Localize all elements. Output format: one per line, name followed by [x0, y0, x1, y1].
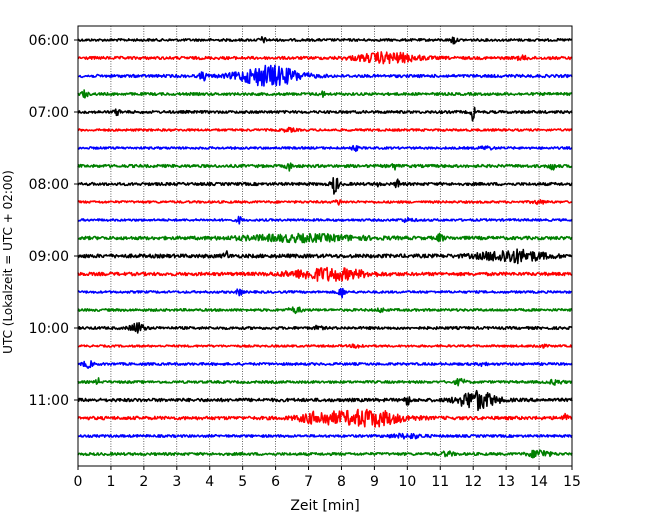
x-axis-ticks: 0 1 2 3 4 5 6 7 8 9 10 11 12 13 14 15 — [74, 466, 581, 490]
y-tick-label: 11:00 — [29, 393, 69, 409]
seismic-trace — [77, 199, 573, 206]
seismic-trace — [77, 389, 573, 412]
seismic-trace — [77, 408, 573, 428]
y-tick-label: 06:00 — [29, 33, 69, 49]
x-tick-label: 0 — [74, 474, 83, 490]
trace-lines — [77, 36, 573, 459]
seismic-trace — [77, 232, 573, 244]
seismic-trace — [77, 343, 573, 349]
x-tick-label: 13 — [497, 474, 515, 490]
seismic-trace — [77, 177, 573, 195]
x-tick-label: 4 — [205, 474, 214, 490]
seismic-trace — [77, 36, 573, 45]
y-tick-label: 07:00 — [29, 105, 69, 121]
seismic-trace — [77, 360, 573, 369]
seismic-trace — [77, 266, 573, 282]
seismic-trace — [77, 377, 573, 387]
x-tick-label: 8 — [337, 474, 346, 490]
seismic-trace — [77, 306, 573, 315]
seismic-trace — [77, 126, 573, 133]
y-tick-label: 08:00 — [29, 177, 69, 193]
x-tick-label: 6 — [271, 474, 280, 490]
seismic-trace — [77, 144, 573, 153]
x-tick-label: 3 — [172, 474, 181, 490]
y-tick-label: 10:00 — [29, 321, 69, 337]
seismic-trace — [77, 162, 573, 172]
x-tick-label: 11 — [431, 474, 449, 490]
x-tick-label: 1 — [106, 474, 115, 490]
seismic-trace — [77, 89, 573, 99]
y-axis-title: UTC (Lokalzeit = UTC + 02:00) — [1, 170, 15, 354]
seismic-trace — [77, 449, 573, 459]
x-tick-label: 10 — [398, 474, 416, 490]
x-tick-label: 12 — [464, 474, 482, 490]
seismic-trace — [77, 248, 573, 265]
seismic-trace — [77, 64, 573, 87]
y-tick-label: 09:00 — [29, 249, 69, 265]
x-tick-label: 7 — [304, 474, 313, 490]
x-tick-label: 14 — [530, 474, 548, 490]
x-tick-label: 9 — [370, 474, 379, 490]
seismic-trace — [77, 432, 573, 440]
x-axis-title: Zeit [min] — [290, 498, 359, 514]
x-tick-label: 15 — [563, 474, 581, 490]
seismic-trace — [77, 215, 573, 225]
seismic-trace — [77, 321, 573, 334]
x-tick-label: 2 — [139, 474, 148, 490]
seismic-trace — [77, 287, 573, 299]
seismic-trace — [77, 106, 573, 122]
seismic-trace — [77, 51, 573, 65]
grid-lines — [110, 26, 540, 466]
plot-frame — [77, 25, 573, 467]
y-axis-ticks: 06:00 07:00 08:00 09:00 10:00 11:00 — [29, 33, 78, 409]
x-tick-label: 5 — [238, 474, 247, 490]
